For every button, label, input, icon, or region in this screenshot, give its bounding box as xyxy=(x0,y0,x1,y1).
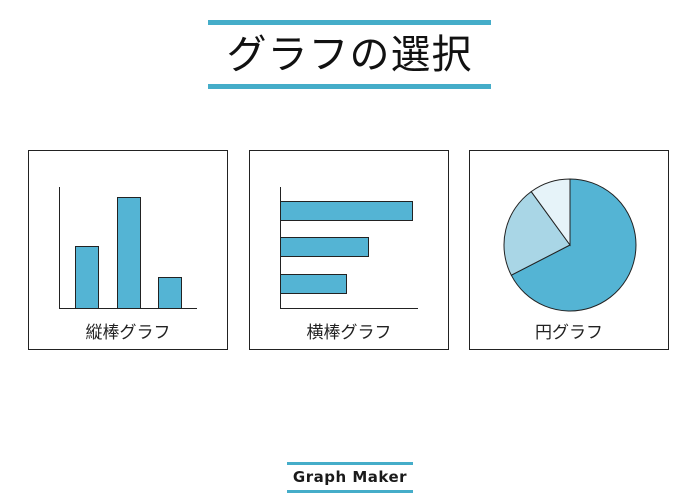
footer-brand: Graph Maker xyxy=(292,468,408,486)
bar-chart-bar xyxy=(280,201,413,221)
pie-chart-option[interactable]: 円グラフ xyxy=(469,150,669,350)
pie-chart-slice xyxy=(530,178,571,247)
column-chart-icon xyxy=(59,187,197,309)
footer-rule-bottom xyxy=(287,490,413,493)
pie-chart-slice xyxy=(510,178,637,312)
bar-chart-label: 横棒グラフ xyxy=(306,323,392,343)
column-chart-label: 縦棒グラフ xyxy=(85,323,171,343)
title-rule-bottom xyxy=(208,84,491,89)
pie-chart-icon xyxy=(503,178,637,312)
bar-chart-bar xyxy=(280,237,369,257)
footer-rule-top xyxy=(287,462,413,465)
bar-chart-icon xyxy=(280,187,418,309)
pie-chart-label: 円グラフ xyxy=(535,323,603,343)
column-chart-bar xyxy=(117,197,141,309)
bar-chart-bar xyxy=(280,274,347,294)
page-title: グラフの選択 xyxy=(226,32,473,78)
column-chart-option[interactable]: 縦棒グラフ xyxy=(28,150,228,350)
title-rule-top xyxy=(208,20,491,25)
column-chart-bar xyxy=(75,246,99,309)
bar-chart-option[interactable]: 横棒グラフ xyxy=(249,150,449,350)
pie-chart-slice xyxy=(503,190,571,276)
column-chart-bar xyxy=(158,277,182,309)
